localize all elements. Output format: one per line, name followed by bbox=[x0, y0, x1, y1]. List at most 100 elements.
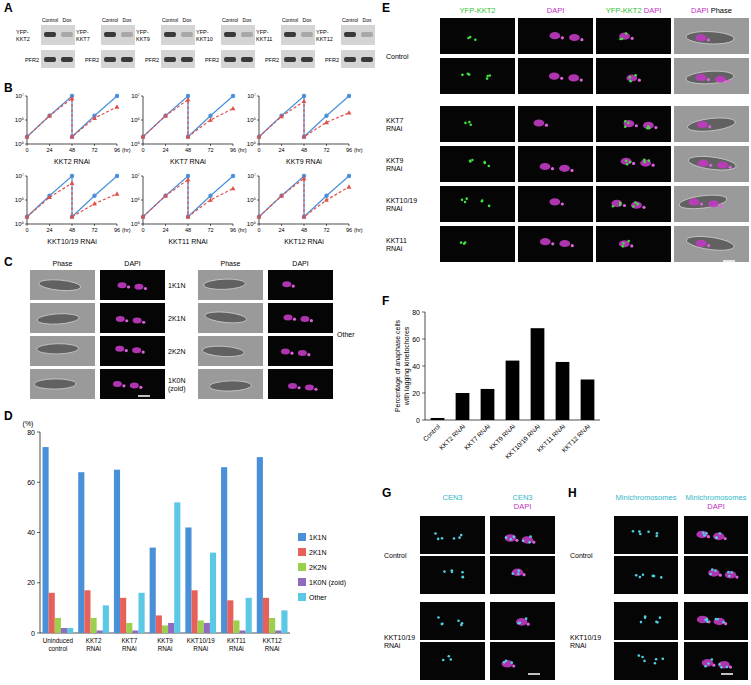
x-tick bbox=[94, 224, 95, 226]
series-marker bbox=[186, 214, 191, 218]
signal-dot bbox=[643, 660, 646, 663]
label-line: RNAi bbox=[384, 642, 401, 649]
x-tick-label: KKT11RNAi bbox=[227, 637, 246, 652]
growth-chart: 02448729610⁵10⁶10⁷(hr)KKT10/19 RNAi bbox=[15, 173, 131, 245]
y-tick-label: 10⁶ bbox=[131, 117, 141, 123]
bar bbox=[192, 590, 198, 633]
bar bbox=[481, 389, 495, 420]
nucleus bbox=[134, 284, 143, 290]
y-tick-label: 10⁷ bbox=[131, 173, 140, 179]
kinetoplast bbox=[545, 124, 548, 127]
series-marker bbox=[208, 114, 212, 118]
micrograph bbox=[198, 270, 263, 300]
series-marker bbox=[324, 120, 329, 124]
micrograph-background bbox=[440, 106, 515, 142]
micrograph-background bbox=[518, 186, 593, 222]
micrograph bbox=[674, 18, 749, 54]
blot-membrane bbox=[221, 50, 255, 68]
series-marker bbox=[347, 184, 352, 188]
bar bbox=[185, 527, 191, 633]
micrograph bbox=[100, 369, 165, 399]
micrograph bbox=[420, 516, 485, 554]
signal-dot bbox=[635, 574, 638, 577]
y-tick-label: 80 bbox=[412, 309, 420, 316]
nucleus bbox=[631, 202, 642, 209]
signal-dot bbox=[651, 575, 654, 578]
series-line bbox=[143, 180, 233, 217]
micrograph bbox=[100, 303, 165, 333]
series-marker bbox=[141, 134, 146, 138]
kinetoplast bbox=[729, 665, 732, 668]
nucleus bbox=[534, 119, 545, 126]
series-marker bbox=[302, 176, 307, 180]
kinetoplast bbox=[700, 202, 703, 205]
y-tick bbox=[37, 633, 40, 634]
row-label: KKT10/19RNAi bbox=[570, 634, 601, 649]
nucleus bbox=[619, 240, 630, 247]
blot-membrane bbox=[41, 50, 75, 68]
kinetoplast bbox=[122, 384, 125, 387]
bar bbox=[198, 620, 204, 633]
label: YFP-KKT11 bbox=[256, 29, 272, 42]
plot-data bbox=[257, 94, 352, 139]
series-marker bbox=[279, 193, 284, 197]
blot-membrane bbox=[281, 25, 315, 45]
label: Control bbox=[42, 17, 58, 23]
blot-band bbox=[361, 57, 373, 62]
label-line: RNAi bbox=[386, 165, 403, 172]
label-line: KKT7 bbox=[121, 637, 137, 644]
panel-label: F bbox=[382, 294, 389, 308]
signal-dot bbox=[632, 205, 635, 208]
growth-chart: 02448729610⁵10⁶10⁷(hr)KKT12 RNAi bbox=[247, 173, 363, 245]
nucleus bbox=[283, 314, 292, 320]
legend-swatch bbox=[298, 593, 306, 601]
signal-dot bbox=[434, 532, 437, 535]
micrograph bbox=[100, 336, 165, 366]
kinetoplast bbox=[515, 539, 518, 542]
x-tick-label: 96 bbox=[114, 147, 120, 153]
y-tick-label: 10⁶ bbox=[15, 117, 25, 123]
x-tick-label: KKT2RNAi bbox=[86, 637, 102, 652]
micrograph bbox=[30, 270, 95, 300]
series-marker bbox=[163, 193, 168, 197]
nucleus bbox=[540, 163, 551, 170]
label-line: RNAi bbox=[158, 645, 173, 652]
bar bbox=[227, 600, 233, 633]
x-tick-label: 0 bbox=[257, 227, 260, 233]
nucleus bbox=[619, 33, 630, 40]
micrograph-background bbox=[198, 303, 263, 333]
signal-dot bbox=[624, 120, 627, 123]
series-marker bbox=[163, 113, 168, 117]
blot-band bbox=[301, 57, 313, 62]
bar bbox=[49, 593, 55, 633]
column-header: YFP-KKT2 bbox=[460, 6, 496, 15]
micrograph-background bbox=[614, 516, 678, 554]
signal-dot bbox=[634, 201, 637, 204]
x-tick-label: Control bbox=[421, 422, 441, 442]
signal-dot bbox=[528, 541, 531, 544]
micrograph bbox=[614, 642, 678, 680]
label: Control bbox=[102, 17, 118, 23]
blot-band bbox=[61, 32, 73, 37]
kinetoplast bbox=[570, 169, 573, 172]
nucleus bbox=[569, 34, 580, 41]
signal-dot bbox=[453, 537, 456, 540]
panel-label: H bbox=[568, 486, 577, 500]
series-line bbox=[259, 96, 349, 137]
signal-dot bbox=[474, 38, 477, 41]
kinetoplast bbox=[712, 664, 715, 667]
column-header: DAPI bbox=[292, 260, 308, 267]
x-tick-label: 24 bbox=[162, 147, 168, 153]
y-tick-label: 40 bbox=[27, 529, 35, 536]
y-tick bbox=[257, 224, 259, 225]
micrograph-background bbox=[518, 226, 593, 262]
x-tick-label: 24 bbox=[278, 147, 284, 153]
column-header: CEN3 bbox=[512, 493, 532, 502]
x-tick-label: 24 bbox=[46, 227, 52, 233]
micrograph-background bbox=[100, 336, 165, 366]
blot: YFP-KKT7ControlDoxPFR2 bbox=[76, 17, 135, 68]
micrograph bbox=[268, 270, 333, 300]
cell bbox=[678, 193, 727, 211]
signal-dot bbox=[464, 201, 467, 204]
plot-data bbox=[431, 328, 595, 420]
